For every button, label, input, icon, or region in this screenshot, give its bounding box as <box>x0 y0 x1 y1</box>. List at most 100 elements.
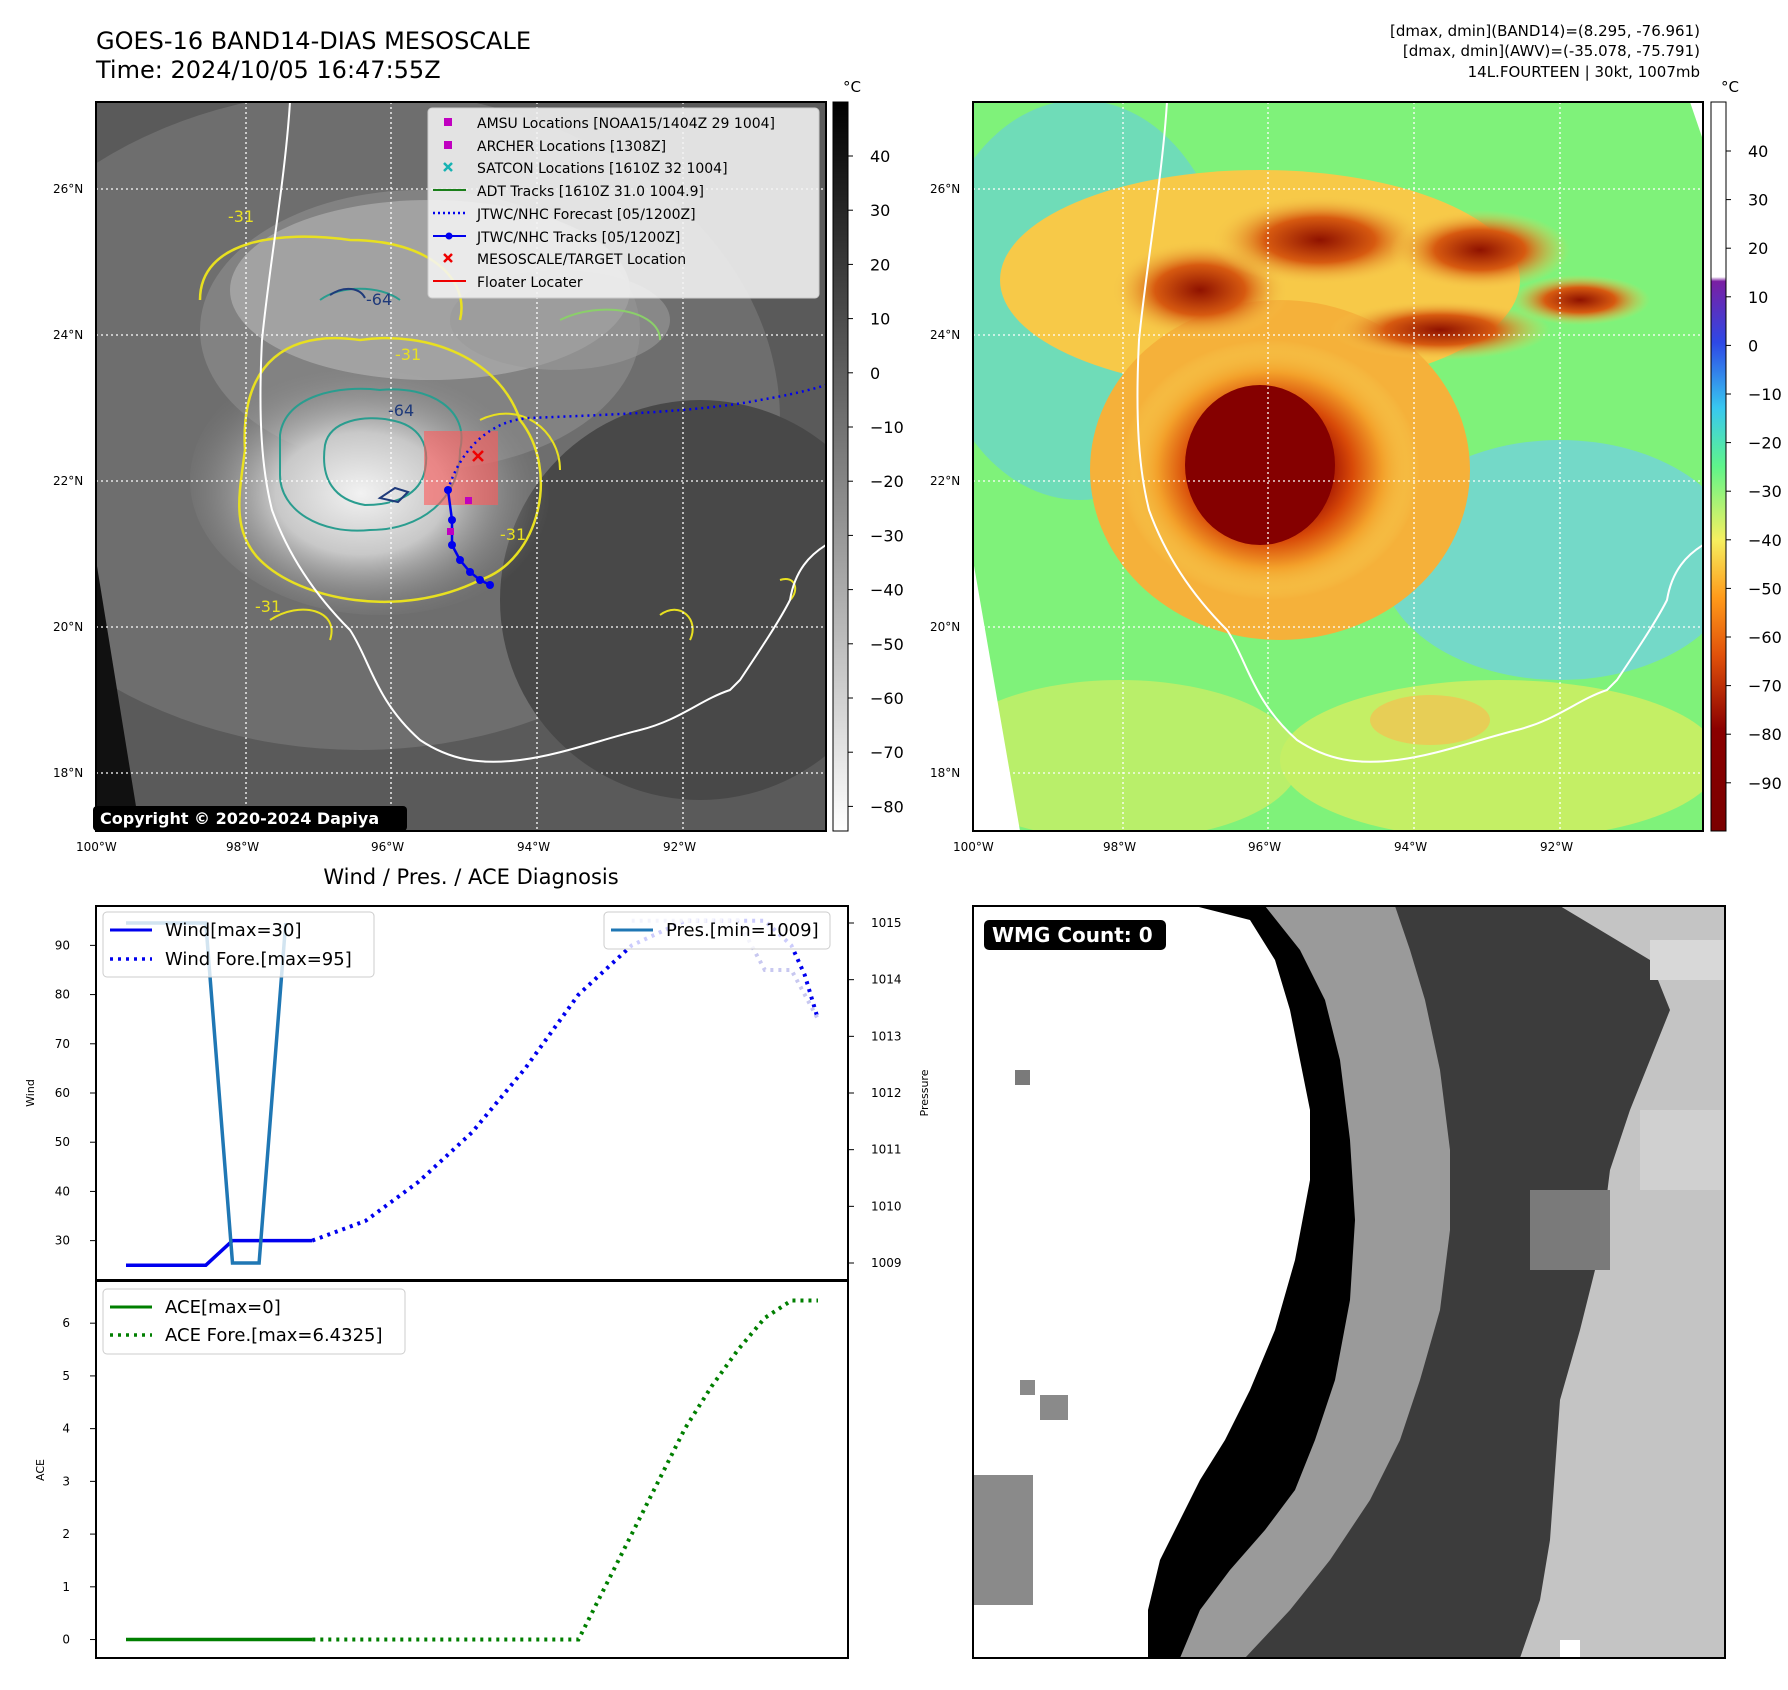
colorbar-right-tick-label: 40 <box>1748 142 1768 161</box>
ace-y-tick-label: 4 <box>62 1422 70 1436</box>
wind-series-line-0 <box>126 1238 313 1267</box>
colorbar-right: °C 40 30 20 10 0 −10 −20 −30 −40 −50 −60 −70 −80 −90 <box>1710 78 1782 832</box>
legend-label: Wind Fore.[max=95] <box>165 949 352 970</box>
colorbar-right-tick-label: −10 <box>1748 385 1782 404</box>
contour-label: -31 <box>500 525 526 544</box>
lon-label: 98°W <box>226 840 259 854</box>
colorbar-left-tick-label: 40 <box>870 147 890 166</box>
legend-label: ARCHER Locations [1308Z] <box>477 139 666 155</box>
colorbar-unit: °C <box>1721 78 1739 96</box>
pressure-y-tick-label: 1011 <box>871 1143 902 1157</box>
lat-label: 24°N <box>53 328 83 342</box>
legend-marker-amsu <box>444 118 452 126</box>
copyright-label: Copyright © 2020-2024 Dapiya <box>100 809 379 828</box>
colorbar-left-tick-label: −40 <box>870 581 904 600</box>
pressure-legend: Pres.[min=1009] <box>603 911 831 950</box>
wind-y-tick-label: 40 <box>55 1184 70 1198</box>
chart-title: Wind / Pres. / ACE Diagnosis <box>323 865 618 889</box>
contour-label: -31 <box>255 597 281 616</box>
colorbar-right-tick-label: −60 <box>1748 628 1782 647</box>
wind-axis-label: Wind <box>24 1079 37 1107</box>
wind-y-tick-label: 60 <box>55 1086 70 1100</box>
legend-label: JTWC/NHC Forecast [05/1200Z] <box>476 207 696 223</box>
pressure-y-tick-label: 1014 <box>871 973 902 987</box>
colorbar-left-tick-label: −70 <box>870 743 904 762</box>
ace-y-tick-label: 3 <box>62 1474 70 1488</box>
contour-label: -64 <box>388 401 414 420</box>
colorbar-left-tick-label: −10 <box>870 418 904 437</box>
ir-color-map <box>973 102 1703 831</box>
colorbar-left-tick-label: −20 <box>870 472 904 491</box>
legend-label: ACE[max=0] <box>165 1297 281 1318</box>
legend-label: ADT Tracks [1610Z 31.0 1004.9] <box>477 184 704 200</box>
wind-legend: Wind[max=30] Wind Fore.[max=95] <box>102 911 375 978</box>
ace-y-tick-label: 5 <box>62 1369 70 1383</box>
colorbar-right-tick-label: −80 <box>1748 725 1782 744</box>
info-line-3: 14L.FOURTEEN | 30kt, 1007mb <box>1467 63 1700 81</box>
wind-y-tick-label: 80 <box>55 988 70 1002</box>
legend-label: Wind[max=30] <box>165 920 302 941</box>
colorbar-left-tick-label: −30 <box>870 526 904 545</box>
colorbar-right-tick-label: −90 <box>1748 774 1782 793</box>
colorbar-right-tick-label: −50 <box>1748 579 1782 598</box>
legend-label: ACE Fore.[max=6.4325] <box>165 1325 383 1346</box>
colorbar-left-tick-label: 20 <box>870 255 890 274</box>
legend-marker-tracks-dot <box>445 232 453 240</box>
info-line-2: [dmax, dmin](AWV)=(-35.078, -75.791) <box>1402 42 1700 60</box>
colorbar-left-tick-label: −50 <box>870 635 904 654</box>
lat-label: 26°N <box>930 182 960 196</box>
ace-series-line-1 <box>312 1298 818 1642</box>
legend-label: AMSU Locations [NOAA15/1404Z 29 1004] <box>477 116 775 132</box>
pressure-y-tick-label: 1009 <box>871 1256 902 1270</box>
lat-label: 18°N <box>930 766 960 780</box>
colorbar-right-tick-label: 20 <box>1748 239 1768 258</box>
lon-label: 96°W <box>1248 840 1281 854</box>
legend-label: Floater Locater <box>477 275 583 291</box>
colorbar-right-tick-label: −20 <box>1748 434 1782 453</box>
colorbar-unit: °C <box>843 78 861 96</box>
lat-label: 20°N <box>53 620 83 634</box>
contour-label: -31 <box>228 207 254 226</box>
pressure-y-tick-label: 1015 <box>871 916 902 930</box>
lat-label: 26°N <box>53 182 83 196</box>
lon-label: 100°W <box>953 840 994 854</box>
contour-label: -64 <box>366 290 392 309</box>
lat-label: 20°N <box>930 620 960 634</box>
colorbar-left-tick-label: 30 <box>870 201 890 220</box>
colorbar-right-tick-label: 10 <box>1748 288 1768 307</box>
wind-y-tick-label: 70 <box>55 1037 70 1051</box>
colorbar-left-tick-label: 0 <box>870 364 880 383</box>
lat-label: 22°N <box>53 474 83 488</box>
wmg-image <box>973 906 1725 1658</box>
legend-label: MESOSCALE/TARGET Location <box>477 252 686 268</box>
lat-label: 24°N <box>930 328 960 342</box>
plot-title-line2: Time: 2024/10/05 16:47:55Z <box>96 56 441 84</box>
legend-marker-satcon <box>443 162 453 172</box>
colorbar-left-tick-label: −60 <box>870 689 904 708</box>
ace-y-tick-label: 2 <box>62 1527 70 1541</box>
lon-label: 92°W <box>1540 840 1573 854</box>
pressure-axis-label: Pressure <box>918 1069 931 1116</box>
colorbar-left-tick-label: 10 <box>870 310 890 329</box>
ace-y-tick-label: 1 <box>62 1580 70 1594</box>
legend-label: SATCON Locations [1610Z 32 1004] <box>477 161 728 177</box>
pressure-y-tick-label: 1013 <box>871 1029 902 1043</box>
pressure-y-tick-label: 1012 <box>871 1086 902 1100</box>
ace-y-tick-label: 0 <box>62 1633 70 1647</box>
colorbar-left: °C 40 30 20 10 0 −10 −20 −30 −40 −50 −60 −70 −80 <box>832 78 904 832</box>
colorbar-left-tick-label: −80 <box>870 797 904 816</box>
legend-label: Pres.[min=1009] <box>666 920 819 941</box>
ace-chart-frame <box>95 1280 849 1659</box>
wind-y-tick-label: 90 <box>55 938 70 952</box>
wind-y-tick-label: 30 <box>55 1234 70 1248</box>
legend-marker-archer <box>444 141 452 149</box>
plot-title-line1: GOES-16 BAND14-DIAS MESOSCALE <box>96 27 532 55</box>
lon-label: 94°W <box>1394 840 1427 854</box>
colorbar-right-tick-label: 30 <box>1748 191 1768 210</box>
colorbar-right-tick-label: −70 <box>1748 677 1782 696</box>
ace-axis-label: ACE <box>34 1459 47 1481</box>
ace-y-tick-label: 6 <box>62 1316 70 1330</box>
lon-label: 96°W <box>371 840 404 854</box>
lat-label: 18°N <box>53 766 83 780</box>
